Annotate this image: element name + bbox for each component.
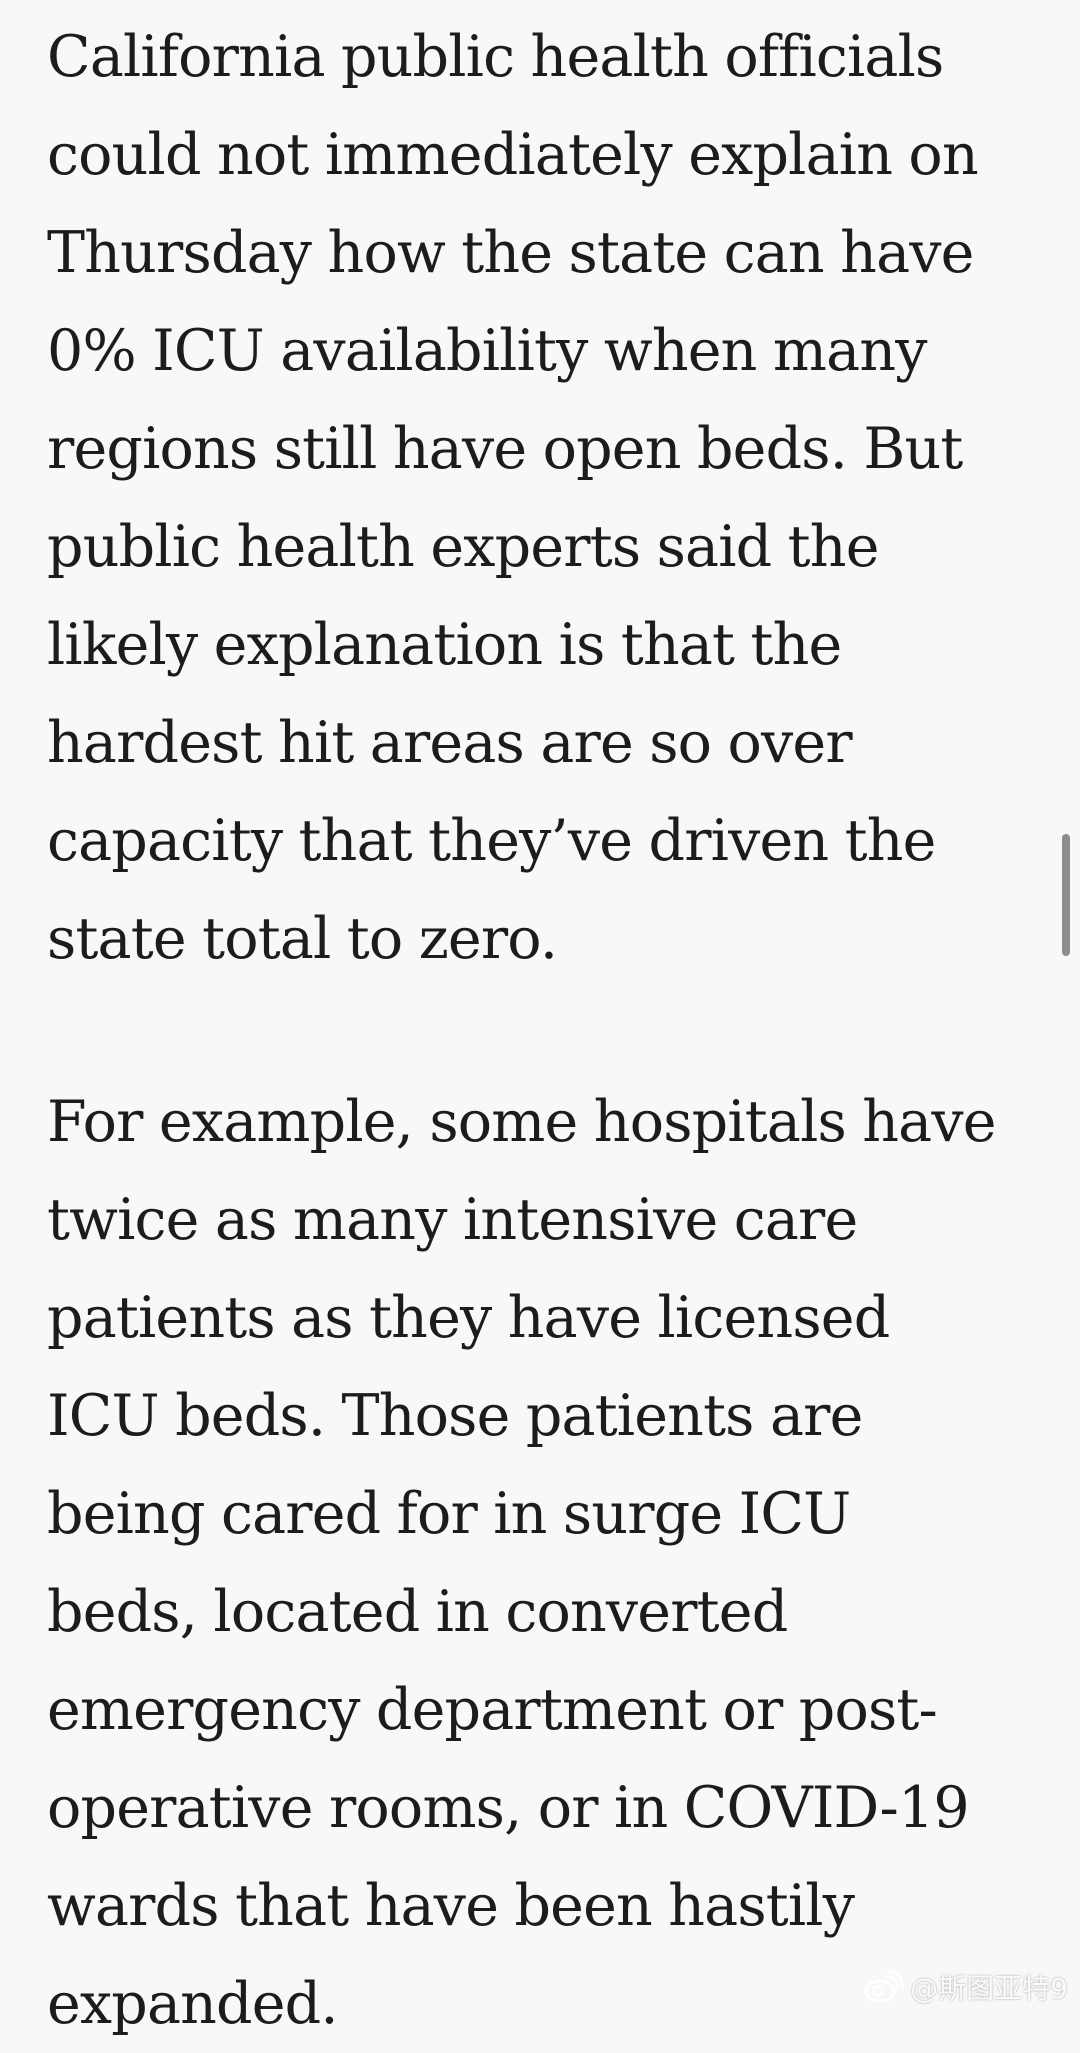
watermark-text: @斯图亚特9 (910, 1972, 1068, 2005)
article-paragraph: For example, some hospitals have twice a… (47, 1089, 997, 2037)
vertical-scrollbar[interactable] (1062, 834, 1070, 956)
article-paragraph: California public health officials could… (47, 24, 979, 972)
weibo-icon (862, 1970, 904, 2004)
article-body: California public health officials could… (47, 8, 1047, 2053)
weibo-watermark: @斯图亚特9 (862, 1967, 1068, 2007)
